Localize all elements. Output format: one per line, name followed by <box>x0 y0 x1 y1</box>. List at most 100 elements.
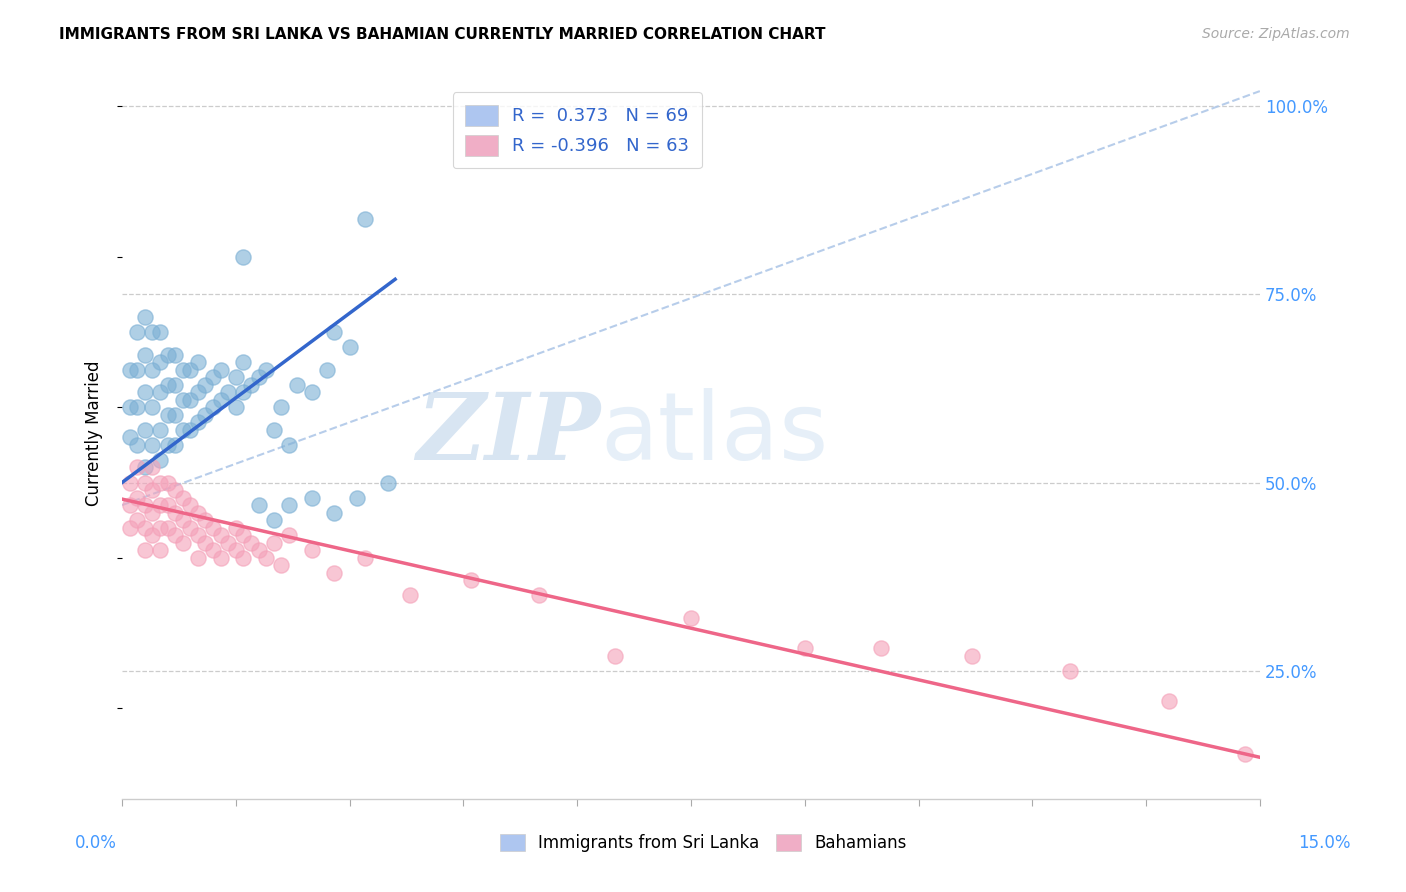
Point <box>156 347 179 361</box>
Point <box>141 401 163 415</box>
Point <box>141 483 163 497</box>
Point <box>217 535 239 549</box>
Point <box>217 385 239 400</box>
Point <box>1059 664 1081 678</box>
Point <box>156 377 179 392</box>
Point <box>270 558 292 573</box>
Text: Source: ZipAtlas.com: Source: ZipAtlas.com <box>1202 27 1350 41</box>
Point <box>377 475 399 490</box>
Point <box>232 528 254 542</box>
Point <box>127 513 149 527</box>
Point <box>240 377 263 392</box>
Point <box>187 355 209 369</box>
Point <box>225 543 247 558</box>
Point <box>172 535 194 549</box>
Point <box>118 430 141 444</box>
Point <box>187 415 209 429</box>
Point <box>149 498 172 512</box>
Point <box>118 475 141 490</box>
Point <box>165 408 187 422</box>
Point <box>202 521 225 535</box>
Point <box>346 491 368 505</box>
Point <box>277 498 299 512</box>
Point <box>254 550 277 565</box>
Point <box>134 543 156 558</box>
Point <box>353 212 375 227</box>
Point <box>149 543 172 558</box>
Point <box>323 325 346 339</box>
Point <box>247 370 270 384</box>
Point <box>202 370 225 384</box>
Point <box>263 423 285 437</box>
Y-axis label: Currently Married: Currently Married <box>86 361 103 507</box>
Point <box>165 377 187 392</box>
Point <box>165 506 187 520</box>
Point <box>960 648 983 663</box>
Point <box>156 521 179 535</box>
Point <box>127 362 149 376</box>
Point <box>603 648 626 663</box>
Point <box>679 611 702 625</box>
Point <box>869 641 891 656</box>
Point <box>187 528 209 542</box>
Point <box>134 475 156 490</box>
Point <box>172 423 194 437</box>
Point <box>141 438 163 452</box>
Point <box>301 543 323 558</box>
Point <box>194 513 217 527</box>
Legend: R =  0.373   N = 69, R = -0.396   N = 63: R = 0.373 N = 69, R = -0.396 N = 63 <box>453 92 702 169</box>
Point <box>156 475 179 490</box>
Point <box>323 566 346 580</box>
Point <box>118 362 141 376</box>
Point <box>529 589 551 603</box>
Point <box>1233 747 1256 761</box>
Point <box>240 535 263 549</box>
Point <box>165 528 187 542</box>
Point <box>179 362 201 376</box>
Point <box>187 550 209 565</box>
Point <box>149 325 172 339</box>
Point <box>141 460 163 475</box>
Point <box>399 589 422 603</box>
Point <box>225 521 247 535</box>
Point <box>141 362 163 376</box>
Point <box>141 506 163 520</box>
Point <box>156 408 179 422</box>
Point <box>179 392 201 407</box>
Point <box>301 491 323 505</box>
Point <box>339 340 361 354</box>
Point <box>353 550 375 565</box>
Point <box>134 347 156 361</box>
Point <box>202 401 225 415</box>
Text: ZIP: ZIP <box>416 389 600 479</box>
Point <box>127 460 149 475</box>
Point <box>149 453 172 467</box>
Point <box>156 498 179 512</box>
Point <box>127 438 149 452</box>
Point <box>270 401 292 415</box>
Point <box>232 550 254 565</box>
Point <box>134 423 156 437</box>
Point <box>277 438 299 452</box>
Point <box>194 377 217 392</box>
Point <box>263 535 285 549</box>
Point <box>172 513 194 527</box>
Text: 15.0%: 15.0% <box>1298 834 1351 852</box>
Point <box>202 543 225 558</box>
Point <box>301 385 323 400</box>
Point <box>118 498 141 512</box>
Point <box>1157 694 1180 708</box>
Point <box>263 513 285 527</box>
Point <box>315 362 337 376</box>
Point <box>172 362 194 376</box>
Point <box>187 385 209 400</box>
Point <box>460 574 482 588</box>
Point <box>165 347 187 361</box>
Point <box>134 460 156 475</box>
Point <box>149 385 172 400</box>
Point <box>247 543 270 558</box>
Point <box>225 370 247 384</box>
Point <box>149 423 172 437</box>
Text: 0.0%: 0.0% <box>75 834 117 852</box>
Point <box>179 521 201 535</box>
